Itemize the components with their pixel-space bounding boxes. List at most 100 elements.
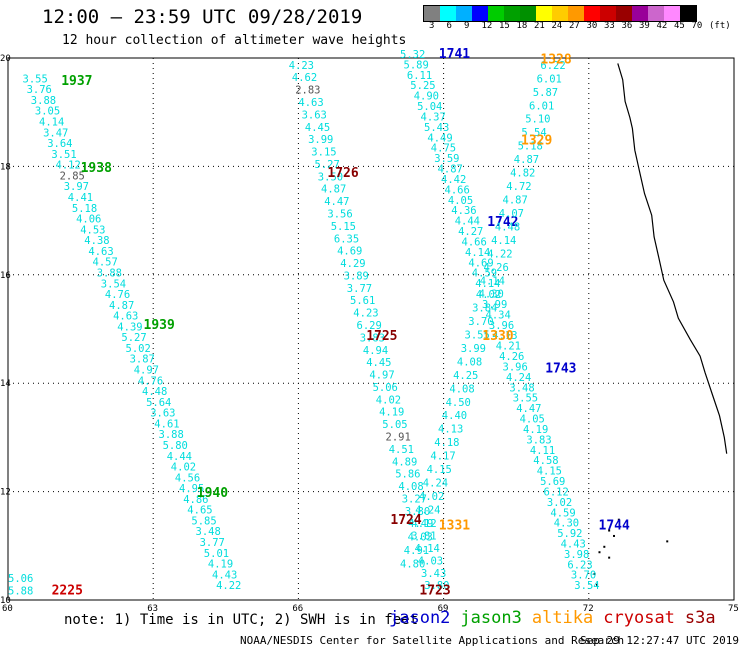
wave-height-value: 3.83 (360, 332, 385, 344)
wave-height-value: 4.63 (88, 246, 113, 258)
scale-label: 30 (586, 21, 598, 31)
y-tick-label: 14 (0, 379, 11, 389)
scale-swatch (680, 6, 696, 21)
wave-height-value: 4.37 (421, 112, 446, 124)
pass-time-label: 1724 (390, 513, 421, 528)
wave-height-value: 3.88 (31, 95, 56, 107)
wave-height-value: 3.80 (405, 506, 430, 518)
wave-height-value: 4.43 (561, 539, 586, 551)
wave-height-value: 4.45 (366, 357, 391, 369)
wave-height-value: 4.43 (212, 569, 237, 581)
wave-height-value: 4.87 (438, 164, 463, 176)
wave-height-value: 4.66 (445, 184, 470, 196)
wave-height-value: 5.01 (204, 548, 229, 560)
footer-timestamp: Sep 29 12:27:47 UTC 2019 (580, 634, 739, 647)
wave-height-scale-labels: 3 6 9 12 15 18 21 24 27 30 33 36 39 42 45 70 (ft) (423, 21, 740, 33)
wave-height-value: 5.54 (521, 127, 546, 139)
scale-swatch (648, 6, 664, 21)
map-frame (7, 57, 735, 601)
wave-height-value: 4.44 (167, 451, 192, 463)
legend-entry-jason3: jason3 (460, 608, 522, 628)
island-dot (593, 572, 596, 575)
wave-height-value: 4.14 (39, 117, 64, 129)
wave-height-value: 4.02 (376, 394, 401, 406)
wave-height-value: 3.96 (503, 361, 528, 373)
footer-note: note: 1) Time is in UTC; 2) SWH is in fe… (64, 612, 419, 628)
pass-time-label: 1723 (419, 584, 450, 599)
wave-height-value: 4.34 (486, 309, 511, 321)
wave-height-value: 3.83 (526, 434, 551, 446)
wave-height-value: 3.63 (150, 408, 175, 420)
wave-height-value: 4.72 (506, 181, 531, 193)
wave-height-value: 4.69 (468, 257, 493, 269)
island-dot (608, 556, 611, 559)
wave-height-value: 3.55 (23, 73, 48, 85)
wave-height-value: 5.15 (331, 221, 356, 233)
wave-height-value: 6.22 (540, 60, 565, 72)
wave-height-value: 4.21 (496, 341, 521, 353)
wave-height-value: 4.53 (80, 224, 105, 236)
wave-height-value: 3.70 (571, 570, 596, 582)
wave-height-value: 5.27 (121, 332, 146, 344)
scale-label: 36 (621, 21, 633, 31)
wave-height-value: 4.08 (449, 383, 474, 395)
wave-height-value: 4.27 (458, 226, 483, 238)
wave-height-value: 4.63 (113, 311, 138, 323)
wave-height-value: 4.39 (117, 321, 142, 333)
wave-height-value: 4.15 (537, 466, 562, 478)
wave-height-value: 5.92 (557, 528, 582, 540)
x-tick-label: 72 (583, 604, 594, 614)
wave-height-value: 4.65 (187, 505, 212, 517)
scale-label: 9 (464, 21, 470, 31)
x-tick-label: 69 (438, 604, 449, 614)
pass-time-label: 1938 (81, 161, 112, 176)
wave-height-value: 3.88 (97, 268, 122, 280)
pass-time-label: 1743 (545, 361, 576, 376)
wave-height-value: 5.43 (424, 122, 449, 134)
wave-height-value: 5.64 (146, 397, 171, 409)
wave-height-value: 3.50 (318, 171, 343, 183)
map-title: 12:00 – 23:59 UTC 09/28/2019 (42, 6, 363, 28)
wave-height-value: 4.06 (76, 214, 101, 226)
wave-height-value: 4.02 (171, 462, 196, 474)
wave-height-value: 2.85 (60, 170, 85, 182)
satellite-tracks: 3.553.763.883.054.143.473.643.514.122.85… (8, 47, 630, 599)
wave-height-value: 3.80 (424, 580, 449, 592)
wave-height-value: 4.38 (84, 235, 109, 247)
legend-entry-s3a: s3a (684, 608, 716, 628)
wave-height-value: 4.51 (389, 444, 414, 456)
wave-height-value: 4.59 (472, 268, 497, 280)
wave-height-value: 4.90 (414, 91, 439, 103)
wave-height-value: 4.45 (305, 122, 330, 134)
wave-height-color-scale (423, 5, 697, 22)
y-tick-label: 18 (0, 162, 11, 172)
wave-height-value: 5.06 (8, 573, 33, 585)
x-tick-label: 66 (292, 604, 303, 614)
scale-label: 6 (446, 21, 452, 31)
wave-height-value: 4.05 (520, 414, 545, 426)
wave-height-value: 4.40 (442, 410, 467, 422)
pass-time-label: 1744 (599, 519, 630, 534)
wave-height-value: 4.86 (183, 494, 208, 506)
wave-height-value: 6.29 (357, 320, 382, 332)
wave-height-value: 3.77 (200, 537, 225, 549)
footer-credit: NOAA/NESDIS Center for Satellite Applica… (240, 634, 625, 647)
india-coastline (593, 63, 728, 586)
island-dot (617, 518, 620, 521)
scale-label: 42 (656, 21, 668, 31)
wave-height-value: 4.24 (506, 372, 531, 384)
wave-height-value: 4.12 (56, 160, 81, 172)
wave-height-value: 4.03 (408, 532, 433, 544)
scale-swatch (520, 6, 536, 21)
wave-height-value: 4.42 (441, 174, 466, 186)
wave-height-value: 4.49 (427, 132, 452, 144)
wave-height-value: 3.56 (327, 209, 352, 221)
wave-height-value: 5.86 (395, 469, 420, 481)
scale-swatch (600, 6, 616, 21)
wave-height-value: 4.30 (479, 289, 504, 301)
wave-height-value: 4.48 (142, 386, 167, 398)
wave-height-value: 3.87 (130, 354, 155, 366)
wave-height-value: 3.54 (574, 580, 599, 592)
